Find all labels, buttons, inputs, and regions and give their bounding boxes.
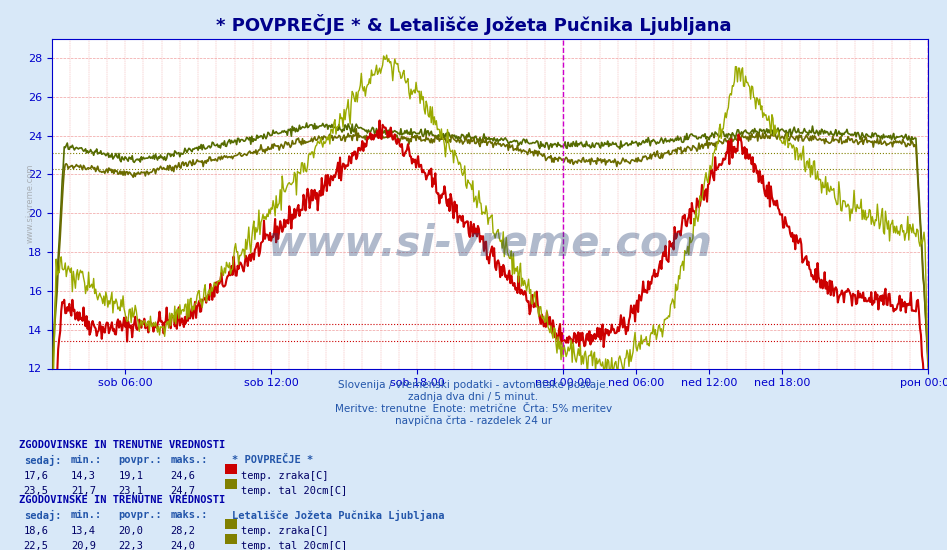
Text: * POVPREČJE * & Letališče Jožeta Pučnika Ljubljana: * POVPREČJE * & Letališče Jožeta Pučnika… <box>216 14 731 35</box>
Text: 24,0: 24,0 <box>170 541 195 550</box>
Text: min.:: min.: <box>71 510 102 520</box>
Text: 24,7: 24,7 <box>170 486 195 496</box>
Text: temp. tal 20cm[C]: temp. tal 20cm[C] <box>241 541 348 550</box>
Text: 17,6: 17,6 <box>24 471 48 481</box>
Text: 20,9: 20,9 <box>71 541 96 550</box>
Text: ZGODOVINSKE IN TRENUTNE VREDNOSTI: ZGODOVINSKE IN TRENUTNE VREDNOSTI <box>19 495 225 505</box>
Text: ZGODOVINSKE IN TRENUTNE VREDNOSTI: ZGODOVINSKE IN TRENUTNE VREDNOSTI <box>19 440 225 450</box>
Text: * POVPREČJE *: * POVPREČJE * <box>232 455 313 465</box>
Text: 24,6: 24,6 <box>170 471 195 481</box>
Text: 23,1: 23,1 <box>118 486 143 496</box>
Text: temp. tal 20cm[C]: temp. tal 20cm[C] <box>241 486 348 496</box>
Text: 28,2: 28,2 <box>170 526 195 536</box>
Text: 13,4: 13,4 <box>71 526 96 536</box>
Text: maks.:: maks.: <box>170 510 208 520</box>
Text: navpična črta - razdelek 24 ur: navpična črta - razdelek 24 ur <box>395 416 552 426</box>
Text: sedaj:: sedaj: <box>24 455 62 466</box>
Text: www.si-vreme.com: www.si-vreme.com <box>26 164 35 243</box>
Text: 18,6: 18,6 <box>24 526 48 536</box>
Text: 21,7: 21,7 <box>71 486 96 496</box>
Text: www.si-vreme.com: www.si-vreme.com <box>268 222 712 264</box>
Text: maks.:: maks.: <box>170 455 208 465</box>
Text: 20,0: 20,0 <box>118 526 143 536</box>
Text: sedaj:: sedaj: <box>24 510 62 521</box>
Text: povpr.:: povpr.: <box>118 455 162 465</box>
Text: Meritve: trenutne  Enote: metrične  Črta: 5% meritev: Meritve: trenutne Enote: metrične Črta: … <box>335 404 612 414</box>
Text: 14,3: 14,3 <box>71 471 96 481</box>
Text: zadnja dva dni / 5 minut.: zadnja dva dni / 5 minut. <box>408 392 539 402</box>
Text: 22,5: 22,5 <box>24 541 48 550</box>
Text: povpr.:: povpr.: <box>118 510 162 520</box>
Text: Letališče Jožeta Pučnika Ljubljana: Letališče Jožeta Pučnika Ljubljana <box>232 510 444 521</box>
Text: 22,3: 22,3 <box>118 541 143 550</box>
Text: temp. zraka[C]: temp. zraka[C] <box>241 471 329 481</box>
Text: Slovenija / vremenski podatki - avtomatske postaje.: Slovenija / vremenski podatki - avtomats… <box>338 379 609 389</box>
Text: 23,5: 23,5 <box>24 486 48 496</box>
Text: 19,1: 19,1 <box>118 471 143 481</box>
Text: temp. zraka[C]: temp. zraka[C] <box>241 526 329 536</box>
Text: min.:: min.: <box>71 455 102 465</box>
